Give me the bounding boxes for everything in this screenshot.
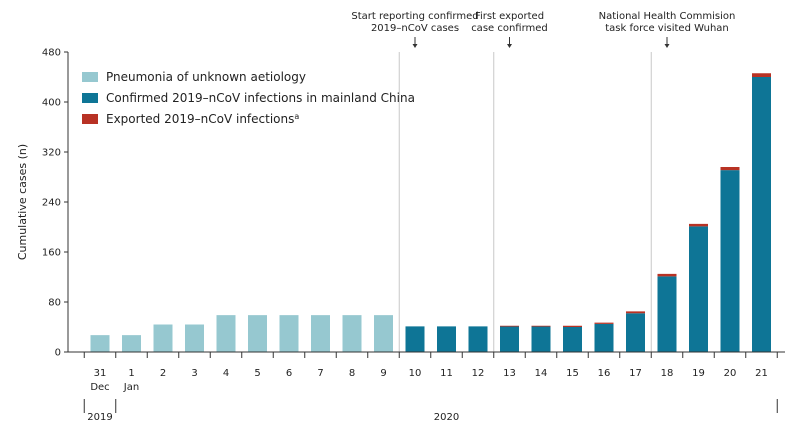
- bar-segment-series-2: [531, 325, 551, 327]
- x-tick-label: 6: [286, 368, 292, 379]
- annotation-text: task force visited Wuhan: [605, 23, 729, 34]
- bar-segment-series-2: [594, 322, 614, 324]
- legend-swatch-2: [82, 114, 98, 124]
- y-tick-label: 320: [42, 148, 61, 159]
- bar-segment-series-1: [437, 326, 456, 353]
- annotation-text: First exported: [475, 11, 544, 22]
- bar-segment-series-1: [752, 77, 771, 352]
- x-tick-label: 31: [94, 368, 107, 379]
- y-tick-label: 240: [42, 198, 61, 209]
- x-tick-label: 16: [598, 368, 611, 379]
- legend-swatch-1: [82, 93, 98, 103]
- bar-segment-series-1: [405, 326, 425, 353]
- x-tick-label: 9: [380, 368, 386, 379]
- bar-segment-series-0: [374, 315, 393, 353]
- bar-segment-series-2: [657, 273, 677, 277]
- bar-segment-series-0: [279, 315, 299, 353]
- legend: Pneumonia of unknown aetiology Confirmed …: [82, 70, 415, 126]
- bar-segment-series-1: [594, 323, 614, 353]
- y-tick-label: 400: [42, 98, 61, 109]
- bar-segment-series-2: [563, 325, 582, 327]
- x-tick-sublabel: Dec: [90, 382, 109, 393]
- bar-segment-series-0: [216, 315, 236, 353]
- bar-segment-series-0: [342, 315, 362, 353]
- legend-label-0: Pneumonia of unknown aetiology: [106, 70, 306, 84]
- bar-segment-series-0: [248, 315, 267, 353]
- legend-swatch-0: [82, 72, 98, 82]
- bar-segment-series-1: [657, 276, 677, 353]
- bar-segment-series-2: [752, 73, 771, 77]
- annotation-text: case confirmed: [471, 23, 548, 34]
- bar-segment-series-1: [468, 326, 488, 353]
- y-tick-label: 80: [48, 298, 61, 309]
- bar-segment-series-0: [311, 315, 330, 353]
- annotation-arrow-head: [507, 44, 512, 48]
- annotation-text: 2019–nCoV cases: [371, 23, 459, 34]
- bar-segment-series-2: [720, 167, 740, 171]
- x-tick-label: 7: [317, 368, 323, 379]
- x-tick-label: 18: [661, 368, 674, 379]
- axes: 0 80 160 240 320 400 480 31 Dec 1 Jan 2 3 4 5 6 7 8 9 10 11 1…: [42, 48, 785, 423]
- x-tick-label: 8: [349, 368, 355, 379]
- bar-segment-series-1: [563, 327, 582, 352]
- y-tick-label: 0: [55, 348, 61, 359]
- x-tick-label: 11: [440, 368, 453, 379]
- bar-segment-series-0: [122, 335, 141, 353]
- bar-segment-series-1: [500, 326, 519, 353]
- x-tick-label: 3: [191, 368, 197, 379]
- year-label: 2019: [87, 412, 112, 423]
- bar-segment-series-1: [531, 326, 551, 353]
- event-separators: [398, 52, 652, 352]
- legend-superscript: a: [294, 112, 299, 121]
- y-tick-label: 160: [42, 248, 61, 259]
- bar-segment-series-0: [90, 335, 110, 353]
- annotation-arrow-head: [412, 44, 418, 48]
- y-axis-label: Cumulative cases (n): [16, 144, 29, 260]
- bar-segment-series-0: [185, 324, 204, 352]
- annotation-text: National Health Commision: [599, 11, 736, 22]
- bar-segment-series-2: [626, 311, 645, 314]
- x-tick-label: 2: [160, 368, 166, 379]
- x-tick-label: 12: [472, 368, 485, 379]
- bar-segment-series-1: [626, 313, 645, 352]
- x-tick-label: 20: [724, 368, 737, 379]
- x-tick-label: 5: [254, 368, 260, 379]
- bar-segment-series-1: [720, 170, 740, 353]
- x-tick-label: 1: [128, 368, 134, 379]
- legend-label-2: Exported 2019–nCoV infectionsa: [106, 112, 299, 127]
- x-tick-label: 10: [409, 368, 422, 379]
- legend-label-1: Confirmed 2019–nCoV infections in mainla…: [106, 91, 415, 105]
- x-tick-label: 15: [566, 368, 579, 379]
- y-tick-label: 480: [42, 48, 61, 59]
- x-tick-label: 14: [535, 368, 548, 379]
- x-tick-label: 19: [692, 368, 705, 379]
- x-tick-label: 21: [755, 368, 768, 379]
- bar-segment-series-0: [153, 324, 173, 352]
- x-tick-label: 13: [503, 368, 516, 379]
- bars: [90, 73, 771, 353]
- bar-segment-series-2: [689, 223, 708, 227]
- x-tick-label: 17: [629, 368, 642, 379]
- annotation-arrow-head: [664, 44, 670, 48]
- x-tick-label: 4: [223, 368, 229, 379]
- bar-segment-series-1: [689, 226, 708, 353]
- annotation-text: Start reporting confirmed: [351, 11, 478, 22]
- year-label: 2020: [434, 412, 459, 423]
- x-tick-sublabel: Jan: [123, 382, 139, 393]
- bar-segment-series-2: [500, 325, 519, 327]
